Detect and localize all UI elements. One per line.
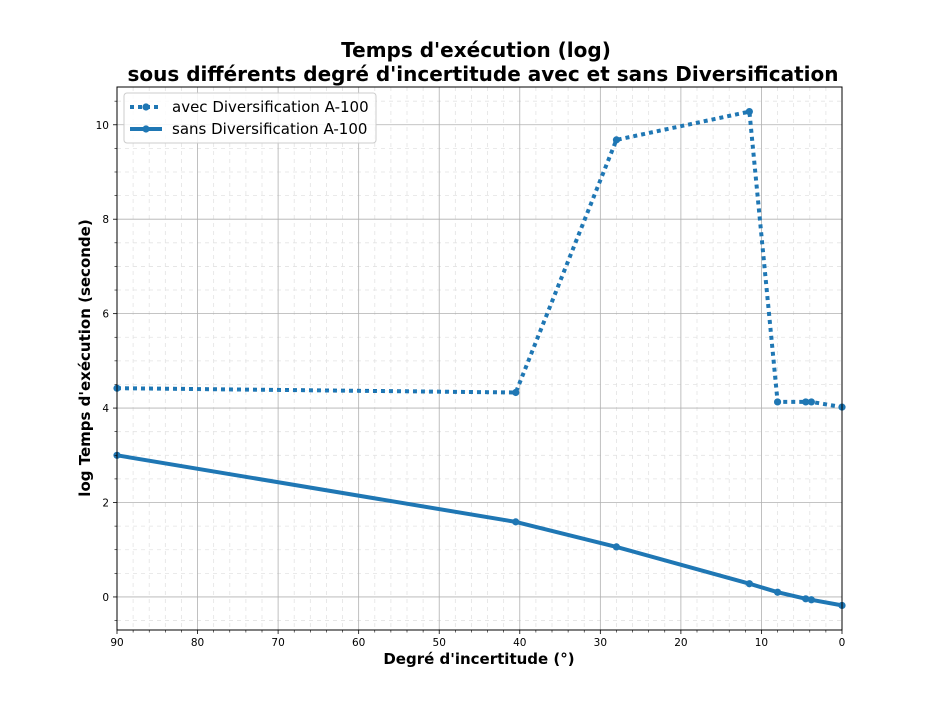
series-line-2 — [116, 453, 843, 608]
y-tick-label: 10 — [96, 120, 109, 132]
series-1-point — [512, 388, 520, 397]
y-tick-label: 0 — [102, 592, 109, 604]
x-tick-label: 0 — [839, 637, 846, 649]
x-tick-label: 80 — [191, 637, 204, 649]
legend: avec Diversification A-100 sans Diversifi… — [123, 92, 377, 144]
x-tick-label: 90 — [110, 637, 123, 649]
y-tick-label: 8 — [102, 214, 109, 226]
x-tick-label: 20 — [674, 637, 687, 649]
x-tick-label: 30 — [594, 637, 607, 649]
y-axis-ticks: 0 2 4 6 8 10 — [96, 100, 117, 621]
plot-frame — [116, 86, 843, 631]
x-tick-label: 50 — [433, 637, 446, 649]
chart-title-line1: Temps d'exécution (log) — [341, 38, 611, 62]
series-1-point — [802, 398, 810, 406]
series-1-point — [773, 398, 782, 406]
series-2-point — [512, 518, 520, 526]
legend-marker-1 — [142, 103, 150, 111]
y-tick-label: 6 — [102, 309, 109, 321]
legend-box — [123, 92, 377, 144]
major-grid — [116, 87, 843, 630]
series-2-point — [745, 580, 753, 588]
series-2-point — [802, 595, 810, 603]
series-1-point — [807, 398, 815, 406]
series-2-point — [773, 588, 782, 596]
series-2-point — [807, 596, 815, 604]
legend-marker-2 — [142, 125, 150, 133]
series-1-point — [745, 107, 753, 116]
x-axis-label: Degré d'incertitude (°) — [383, 650, 574, 668]
series-2-point — [612, 543, 621, 551]
chart-title-line2: sous différents degré d'incertitude avec… — [127, 62, 838, 86]
series-1-point — [612, 136, 621, 144]
legend-label-2: sans Diversification A-100 — [172, 120, 367, 138]
y-tick-label: 2 — [102, 498, 109, 510]
x-tick-label: 40 — [513, 637, 526, 649]
x-tick-label: 60 — [352, 637, 365, 649]
series-line-1 — [116, 109, 843, 410]
y-tick-label: 4 — [102, 403, 109, 415]
series-layer — [113, 107, 846, 610]
legend-label-1: avec Diversification A-100 — [172, 98, 369, 116]
x-tick-label: 70 — [271, 637, 284, 649]
y-axis-label: log Temps d'exécution (seconde) — [76, 219, 94, 496]
x-tick-label: 10 — [755, 637, 768, 649]
x-axis-ticks: 90 80 70 60 50 40 30 20 10 0 — [110, 630, 845, 649]
minor-grid — [117, 87, 842, 630]
